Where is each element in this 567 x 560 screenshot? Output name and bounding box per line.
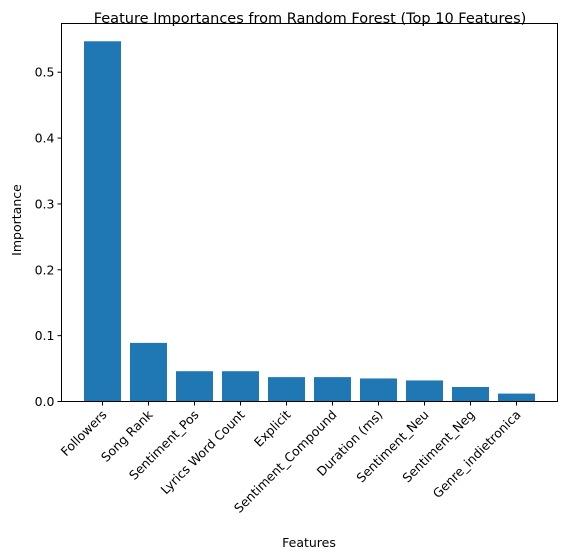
bar-2 [176, 371, 213, 402]
bar-8 [452, 387, 489, 402]
chart-title: Feature Importances from Random Forest (… [94, 11, 527, 27]
x-tick-label: Genre_indietronica [430, 407, 524, 501]
y-tick-label: 0.3 [35, 196, 55, 211]
y-tick-label: 0.1 [35, 328, 55, 343]
y-tick-label: 0.5 [35, 65, 55, 80]
bar-4 [268, 377, 305, 402]
bars-group [84, 41, 535, 402]
y-axis-label: Importance [9, 184, 24, 256]
y-axis-ticks: 0.0 0.1 0.2 0.3 0.4 0.5 [35, 65, 62, 409]
bar-5 [314, 377, 351, 402]
bar-9 [498, 393, 535, 402]
bar-7 [406, 380, 443, 402]
y-tick-label: 0.0 [35, 394, 55, 409]
bar-6 [360, 378, 397, 402]
bar-0 [84, 41, 121, 402]
y-tick-label: 0.4 [35, 131, 55, 146]
x-tick-label: Lyrics Word Count [158, 407, 248, 497]
x-axis-label: Features [282, 535, 336, 550]
bar-1 [130, 342, 167, 402]
plot-frame [61, 23, 558, 402]
y-tick-label: 0.2 [35, 262, 55, 277]
bar-3 [222, 371, 259, 402]
x-tick-label: Explicit [251, 407, 294, 450]
